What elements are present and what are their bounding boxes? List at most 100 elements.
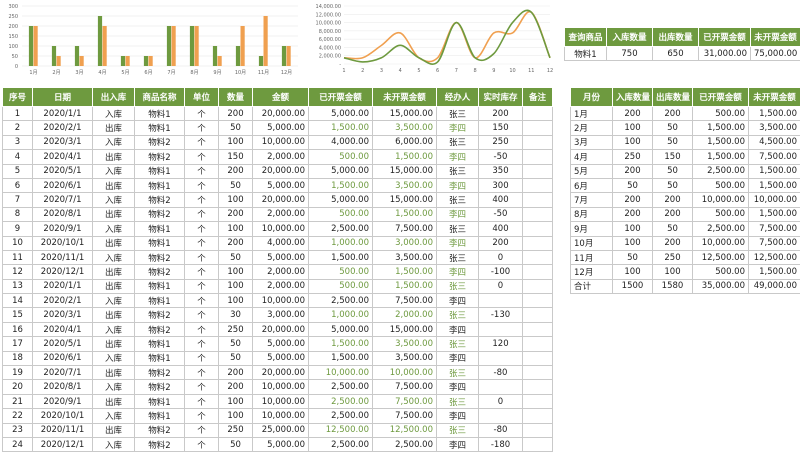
table-cell: 100: [218, 393, 253, 410]
table-row[interactable]: 12 2020/12/1 出库 物料2 个 100 2,000.00 500.00 1,500.…: [2, 264, 553, 280]
table-row[interactable]: 15 2020/3/1 出库 物料2 个 30 3,000.00 1,000.00 2,000.…: [2, 307, 553, 323]
table-row[interactable]: 10月 100 200 10,000.00 7,500.00: [570, 235, 800, 251]
table-cell: 入库: [92, 408, 135, 424]
table-cell: 100: [218, 408, 253, 424]
table-row[interactable]: 19 2020/7/1 出库 物料2 个 200 20,000.00 10,000.00 10,…: [2, 365, 553, 381]
table-row[interactable]: 14 2020/2/1 入库 物料1 个 100 10,000.00 2,500.00 7,50…: [2, 293, 553, 309]
table-cell: [522, 321, 553, 338]
table-cell: 200: [652, 206, 693, 223]
table-cell: 2020/2/1: [32, 120, 93, 136]
table-cell: 4: [2, 149, 33, 165]
table-cell: 物料1: [134, 235, 185, 251]
y-tick-label: 200: [8, 24, 18, 30]
table-row[interactable]: 1 2020/1/1 入库 物料1 个 200 20,000.00 5,000.00 15,00…: [2, 105, 553, 122]
table-row[interactable]: 24 2020/12/1 入库 物料2 个 50 5,000.00 2,500.00 2,500…: [2, 436, 553, 453]
table-row[interactable]: 11 2020/11/1 入库 物料2 个 50 5,000.00 1,500.00 3,500…: [2, 249, 553, 266]
table-cell: 150: [652, 149, 693, 165]
table-cell: 李四: [436, 149, 479, 165]
table-row[interactable]: 17 2020/5/1 出库 物料1 个 50 5,000.00 1,500.00 3,500.…: [2, 336, 553, 352]
table-cell: 2020/8/1: [32, 379, 93, 395]
table-cell: 50: [652, 134, 693, 151]
table-cell: -100: [478, 264, 523, 280]
table-cell: 15,000.00: [372, 105, 437, 122]
table-cell: 200: [652, 105, 693, 122]
table-row[interactable]: 合计 1500 1580 35,000.00 49,000.00: [570, 278, 800, 295]
table-cell: 3,500.00: [372, 177, 437, 194]
y-tick-label: 12,000.00: [316, 12, 341, 18]
table-row[interactable]: 23 2020/11/1 出库 物料2 个 250 25,000.00 12,500.00 12…: [2, 422, 553, 438]
table-cell: 12,500.00: [308, 422, 373, 438]
table-cell: 出库: [92, 235, 135, 251]
table-cell: 50: [218, 177, 253, 194]
table-cell: 出库: [92, 307, 135, 323]
table-row[interactable]: 9 2020/9/1 入库 物料1 个 100 10,000.00 2,500.00 7,500…: [2, 221, 553, 237]
table-cell: 250: [612, 149, 653, 165]
table-cell: 2,500.00: [308, 436, 373, 453]
x-tick-label: 9: [492, 68, 495, 74]
table-cell: [478, 293, 523, 309]
table-row[interactable]: 4 2020/4/1 出库 物料2 个 150 2,000.00 500.00 1,500.00…: [2, 149, 553, 165]
table-row[interactable]: 5 2020/5/1 入库 物料1 个 200 20,000.00 5,000.00 15,00…: [2, 163, 553, 179]
table-cell: 3,500.00: [372, 120, 437, 136]
table-row[interactable]: 2 2020/2/1 出库 物料1 个 50 5,000.00 1,500.00 3,500.0…: [2, 120, 553, 136]
table-row[interactable]: 22 2020/10/1 入库 物料1 个 100 10,000.00 2,500.00 7,5…: [2, 408, 553, 424]
column-header: 出库数量: [652, 27, 699, 47]
table-row[interactable]: 8月 200 200 500.00 1,500.00: [570, 206, 800, 223]
table-cell: 入库: [92, 192, 135, 208]
table-row[interactable]: 6月 50 50 500.00 1,500.00: [570, 177, 800, 194]
table-cell: 12月: [570, 264, 613, 280]
table-cell: 个: [184, 408, 219, 424]
table-row[interactable]: 1月 200 200 500.00 1,500.00: [570, 105, 800, 122]
table-cell: 1,500.00: [308, 350, 373, 367]
table-row[interactable]: 7 2020/7/1 入库 物料2 个 100 20,000.00 5,000.00 15,00…: [2, 192, 553, 208]
table-row[interactable]: 8 2020/8/1 出库 物料2 个 200 2,000.00 500.00 1,500.00…: [2, 206, 553, 223]
table-cell: 2020/11/1: [32, 249, 93, 266]
table-row[interactable]: 4月 250 150 1,500.00 7,500.00: [570, 149, 800, 165]
table-cell: 35,000.00: [692, 278, 749, 295]
table-cell: 2: [2, 120, 33, 136]
table-cell: 17: [2, 336, 33, 352]
column-header: 未开票金额: [372, 87, 437, 107]
table-cell: 200: [218, 235, 253, 251]
table-row[interactable]: 2月 100 50 1,500.00 3,500.00: [570, 120, 800, 136]
table-row[interactable]: 16 2020/4/1 入库 物料2 个 250 20,000.00 5,000.00 15,0…: [2, 321, 553, 338]
table-cell: 10,000.00: [372, 365, 437, 381]
table-row[interactable]: 20 2020/8/1 入库 物料2 个 200 10,000.00 2,500.00 7,50…: [2, 379, 553, 395]
table-cell: 2,500.00: [308, 408, 373, 424]
table-row[interactable]: 9月 100 50 2,500.00 7,500.00: [570, 221, 800, 237]
table-cell: 13: [2, 278, 33, 295]
table-row[interactable]: 10 2020/10/1 出库 物料1 个 200 4,000.00 1,000.00 3,00…: [2, 235, 553, 251]
column-header: 经办人: [436, 87, 479, 107]
table-cell: 出库: [92, 393, 135, 410]
bar: [51, 46, 57, 66]
table-cell: 300: [478, 177, 523, 194]
table-row[interactable]: 11月 50 250 12,500.00 12,500.00: [570, 249, 800, 266]
table-row[interactable]: 6 2020/6/1 出库 物料1 个 50 5,000.00 1,500.00 3,500.0…: [2, 177, 553, 194]
table-cell: 100: [612, 235, 653, 251]
y-tick-label: 50: [12, 54, 18, 60]
table-cell: [522, 163, 553, 179]
table-row[interactable]: 3月 100 50 1,500.00 4,500.00: [570, 134, 800, 151]
table-cell: 物料2: [134, 436, 185, 453]
y-tick-label: 150: [8, 34, 18, 40]
table-cell: 2020/7/1: [32, 192, 93, 208]
table-cell: 个: [184, 307, 219, 323]
table-cell: 25,000.00: [252, 422, 309, 438]
table-cell: 7,500.00: [372, 393, 437, 410]
table-row[interactable]: 5月 200 50 2,500.00 1,500.00: [570, 163, 800, 179]
table-row[interactable]: 3 2020/3/1 入库 物料2 个 100 10,000.00 4,000.00 6,000…: [2, 134, 553, 151]
table-cell: 5,000.00: [252, 336, 309, 352]
table-cell: 入库: [92, 221, 135, 237]
table-row[interactable]: 18 2020/6/1 入库 物料1 个 50 5,000.00 1,500.00 3,500.…: [2, 350, 553, 367]
table-cell: 11: [2, 249, 33, 266]
table-row[interactable]: 7月 200 200 10,000.00 10,000.00: [570, 192, 800, 208]
bar: [120, 56, 126, 66]
table-row[interactable]: 21 2020/9/1 出库 物料1 个 100 10,000.00 2,500.00 7,50…: [2, 393, 553, 410]
table-cell: 100: [218, 134, 253, 151]
table-cell: 1,500.00: [308, 249, 373, 266]
table-row[interactable]: 12月 100 100 500.00 1,500.00: [570, 264, 800, 280]
table-cell: 2020/4/1: [32, 321, 93, 338]
table-row[interactable]: 13 2020/1/1 出库 物料1 个 100 2,000.00 500.00 1,500.0…: [2, 278, 553, 295]
table-cell: 个: [184, 149, 219, 165]
table-cell: 物料2: [134, 379, 185, 395]
